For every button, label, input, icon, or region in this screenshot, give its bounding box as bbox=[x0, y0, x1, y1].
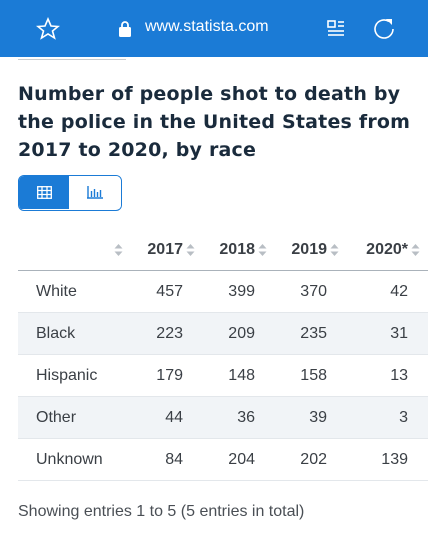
column-header[interactable]: 2017 bbox=[147, 241, 183, 258]
sort-icon[interactable] bbox=[330, 243, 339, 257]
sort-icon[interactable] bbox=[411, 243, 420, 257]
table-cell: 148 bbox=[228, 367, 255, 384]
table-row bbox=[18, 271, 428, 313]
table-cell: 370 bbox=[300, 283, 327, 300]
table-view-button[interactable] bbox=[19, 176, 69, 209]
table-cell: 44 bbox=[165, 409, 183, 426]
table-row bbox=[18, 397, 428, 439]
table-cell: 399 bbox=[228, 283, 255, 300]
table-row bbox=[18, 355, 428, 397]
table-row bbox=[18, 313, 428, 355]
lock-icon bbox=[119, 21, 131, 37]
table-info: Showing entries 1 to 5 (5 entries in tot… bbox=[18, 503, 305, 520]
reload-icon[interactable] bbox=[372, 17, 396, 41]
table-row bbox=[18, 439, 428, 481]
table-cell: 39 bbox=[309, 409, 327, 426]
sort-icon[interactable] bbox=[114, 243, 123, 257]
table-cell: 13 bbox=[390, 367, 408, 384]
table-cell: 223 bbox=[156, 325, 183, 342]
row-label: Black bbox=[36, 325, 76, 342]
table-cell: 36 bbox=[237, 409, 255, 426]
sort-icon[interactable] bbox=[186, 243, 195, 257]
column-header[interactable]: 2019 bbox=[291, 241, 327, 258]
table-cell: 235 bbox=[300, 325, 327, 342]
sort-icon[interactable] bbox=[258, 243, 267, 257]
table-cell: 202 bbox=[300, 451, 327, 468]
column-header[interactable]: 2018 bbox=[219, 241, 255, 258]
table-cell: 158 bbox=[300, 367, 327, 384]
row-label: White bbox=[36, 283, 77, 300]
url[interactable]: www.statista.com bbox=[145, 18, 269, 35]
table-cell: 457 bbox=[156, 283, 183, 300]
table-cell: 42 bbox=[390, 283, 408, 300]
row-label: Other bbox=[36, 409, 77, 426]
browser-bar: www.statista.com bbox=[0, 0, 428, 57]
table-cell: 179 bbox=[156, 367, 183, 384]
chart-view-button[interactable] bbox=[69, 176, 121, 209]
data-table: 2017 2018 2019 2020* White 457 399 370 42 Black 22… bbox=[0, 229, 428, 481]
row-label: Hispanic bbox=[36, 367, 98, 384]
column-header[interactable]: 2020* bbox=[366, 241, 408, 258]
table-cell: 84 bbox=[165, 451, 183, 468]
header-border bbox=[18, 270, 428, 272]
chart-title: Number of people shot to death by the po… bbox=[18, 83, 411, 161]
table-icon bbox=[37, 186, 52, 199]
table-cell: 31 bbox=[390, 325, 408, 342]
chart-icon bbox=[87, 186, 103, 199]
reader-icon[interactable] bbox=[326, 19, 346, 39]
table-cell: 204 bbox=[228, 451, 255, 468]
divider bbox=[18, 59, 126, 60]
view-toggle bbox=[18, 175, 122, 211]
table-cell: 3 bbox=[399, 409, 408, 426]
table-cell: 139 bbox=[381, 451, 408, 468]
bookmark-icon[interactable] bbox=[36, 17, 60, 41]
row-label: Unknown bbox=[36, 451, 103, 468]
table-cell: 209 bbox=[228, 325, 255, 342]
